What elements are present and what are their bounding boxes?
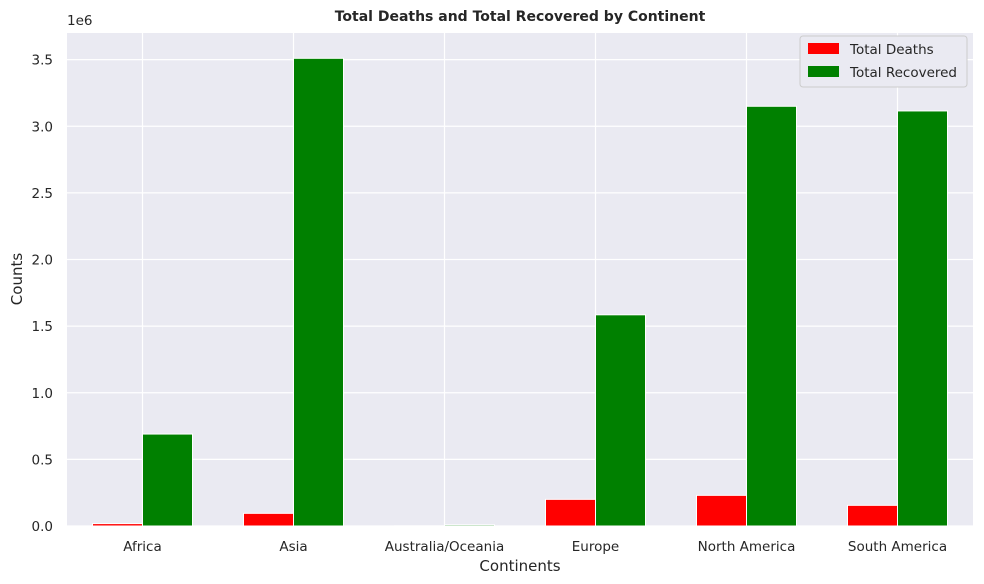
y-tick-label: 0.5 (32, 452, 53, 468)
bar-total-deaths-south-america (847, 504, 898, 527)
y-tick-label: 1.5 (32, 319, 53, 335)
legend-label-total-recovered: Total Recovered (849, 65, 957, 81)
x-tick-label: South America (848, 539, 947, 555)
bars (92, 57, 948, 527)
bar-total-recovered-north-america (746, 105, 797, 527)
x-tick-label: North America (698, 539, 796, 555)
plot-area (67, 33, 973, 526)
bar-total-recovered-africa (142, 433, 193, 527)
bar-total-recovered-australia-oceania (444, 524, 495, 527)
y-axis-label: Counts (8, 253, 26, 306)
bar-total-deaths-north-america (696, 494, 747, 527)
bar-total-deaths-europe (545, 498, 596, 527)
x-tick-label: Asia (279, 539, 307, 555)
y-tick-label: 1.0 (32, 386, 53, 402)
y-offset-text: 1e6 (67, 13, 92, 29)
y-tick-label: 2.5 (32, 186, 53, 202)
legend-swatch-total-recovered (808, 66, 839, 77)
x-tick-label: Europe (572, 539, 619, 555)
y-tick-label: 2.0 (32, 253, 53, 269)
bar-total-recovered-europe (595, 314, 646, 527)
x-axis-label: Continents (479, 557, 560, 575)
y-tick-label: 3.0 (32, 119, 53, 135)
legend: Total Deaths Total Recovered (799, 35, 968, 88)
x-tick-label: Australia/Oceania (385, 539, 504, 555)
bar-total-recovered-south-america (897, 110, 948, 527)
bar-total-deaths-africa (92, 523, 143, 527)
bar-total-deaths-asia (243, 512, 294, 527)
legend-box (799, 35, 968, 88)
x-tick-labels: Africa Asia Australia/Oceania Europe North A… (123, 539, 947, 555)
legend-label-total-deaths: Total Deaths (849, 42, 934, 58)
y-tick-labels: 0.0 0.5 1.0 1.5 2.0 2.5 3.0 3.5 (32, 53, 53, 535)
chart-title: Total Deaths and Total Recovered by Cont… (335, 9, 706, 25)
y-tick-label: 0.0 (32, 519, 53, 535)
legend-swatch-total-deaths (808, 43, 839, 54)
y-tick-label: 3.5 (32, 53, 53, 69)
x-tick-label: Africa (123, 539, 162, 555)
bar-total-recovered-asia (293, 57, 344, 527)
